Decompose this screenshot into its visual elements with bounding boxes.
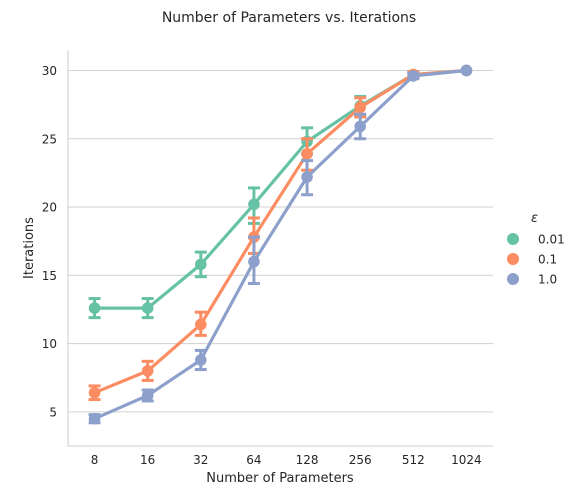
x-tick-label-128: 128 [296,453,319,467]
x-tick-label-256: 256 [349,453,372,467]
series-1.0 [88,64,473,425]
y-tick-label-15: 15 [42,269,57,283]
point-1.0-1024 [460,64,473,77]
x-tick-label-64: 64 [246,453,261,467]
point-1.0-16 [141,389,154,402]
grid-lines [68,69,493,413]
point-0.01-64 [248,198,260,211]
y-tick-label-5: 5 [49,405,57,419]
x-tick-label-8: 8 [91,453,99,467]
legend-title: ε [531,211,538,226]
legend-marker-0.1 [507,253,519,265]
point-1.0-128 [301,171,313,183]
series-line-0.1 [92,68,468,395]
legend-label-0.1: 0.1 [538,253,557,267]
y-tick-label-10: 10 [42,337,57,351]
legend-marker-1.0 [507,273,519,285]
legend-label-1.0: 1.0 [538,273,557,287]
legend: ε 0.01 0.1 1.0 [507,211,565,287]
series-line-0.01 [92,68,468,310]
point-0.01-16 [141,302,154,314]
y-tick-label-25: 25 [42,132,57,146]
point-1.0-32 [195,354,207,366]
point-0.01-8 [88,302,101,314]
x-axis-label: Number of Parameters [206,471,354,486]
point-1.0-256 [354,120,366,133]
chart-title: Number of Parameters vs. Iterations [162,10,416,26]
series-line-1.0 [92,68,468,421]
point-0.1-16 [141,365,154,377]
point-0.1-128 [301,147,313,160]
legend-marker-0.01 [507,233,519,245]
point-1.0-64 [248,255,260,268]
point-0.1-32 [195,318,207,331]
point-1.0-8 [88,412,101,425]
x-tick-label-16: 16 [140,453,155,467]
point-0.1-8 [88,386,101,399]
x-tick-labels: 8 16 32 64 128 256 512 1024 [91,453,482,467]
series-0.01 [88,64,473,320]
x-tick-label-32: 32 [193,453,208,467]
point-1.0-512 [407,70,420,82]
x-tick-label-512: 512 [402,453,425,467]
series-layer [88,64,473,425]
legend-label-0.01: 0.01 [538,233,565,247]
point-0.1-256 [354,101,366,114]
y-tick-label-20: 20 [42,201,57,215]
y-tick-labels: 5 10 15 20 25 30 [42,64,57,419]
point-0.01-32 [195,258,207,271]
y-tick-label-30: 30 [42,64,57,78]
series-0.1 [88,64,473,402]
x-tick-label-1024: 1024 [451,453,482,467]
y-axis-label: Iterations [22,217,37,279]
